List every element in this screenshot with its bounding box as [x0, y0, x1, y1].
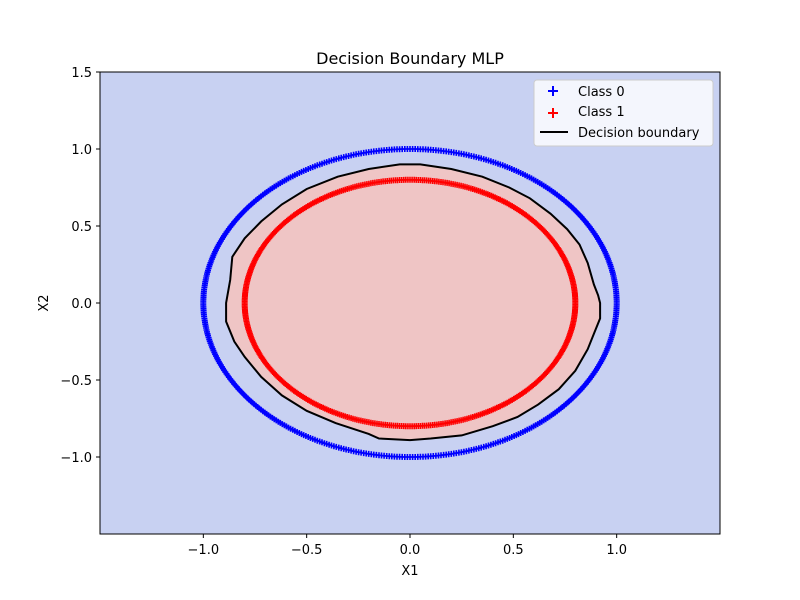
x-tick-label: 0.0	[400, 543, 421, 558]
class-1-region	[226, 164, 601, 441]
legend-label-decision-boundary: Decision boundary	[578, 126, 700, 141]
y-tick-label: 0.5	[71, 220, 92, 235]
legend-label-class-1: Class 1	[578, 105, 625, 120]
x-axis-label: X1	[401, 564, 418, 579]
x-tick-label: −1.0	[188, 543, 220, 558]
y-axis-label: X2	[37, 294, 52, 311]
legend-marker-class-1	[548, 108, 558, 118]
y-tick-label: −0.5	[60, 374, 92, 389]
plot-area	[99, 71, 721, 535]
decision-boundary-line	[225, 163, 602, 442]
y-tick-label: 0.0	[71, 297, 92, 312]
y-axis: −1.0 −0.5 0.0 0.5 1.0 1.5	[60, 66, 100, 466]
legend-item-class-0: Class 0	[548, 85, 625, 100]
point-class-0	[613, 301, 620, 308]
y-tick-label: −1.0	[60, 451, 92, 466]
class-0-points	[200, 146, 620, 460]
point-class-1	[572, 301, 579, 308]
x-axis: −1.0 −0.5 0.0 0.5 1.0	[188, 534, 627, 558]
legend-box	[533, 79, 714, 147]
y-tick-label: 1.0	[71, 143, 92, 158]
chart-title: Decision Boundary MLP	[316, 49, 504, 68]
y-tick-label: 1.5	[71, 66, 92, 81]
x-tick-label: −0.5	[291, 543, 323, 558]
x-tick-label: 1.0	[606, 543, 627, 558]
legend: Class 0 Class 1 Decision boundary	[533, 79, 714, 147]
x-tick-label: 0.5	[503, 543, 524, 558]
legend-item-class-1: Class 1	[548, 105, 625, 120]
legend-marker-class-0	[548, 86, 558, 96]
class-1-points	[241, 176, 579, 430]
legend-label-class-0: Class 0	[578, 85, 625, 100]
legend-item-decision-boundary: Decision boundary	[540, 126, 700, 141]
